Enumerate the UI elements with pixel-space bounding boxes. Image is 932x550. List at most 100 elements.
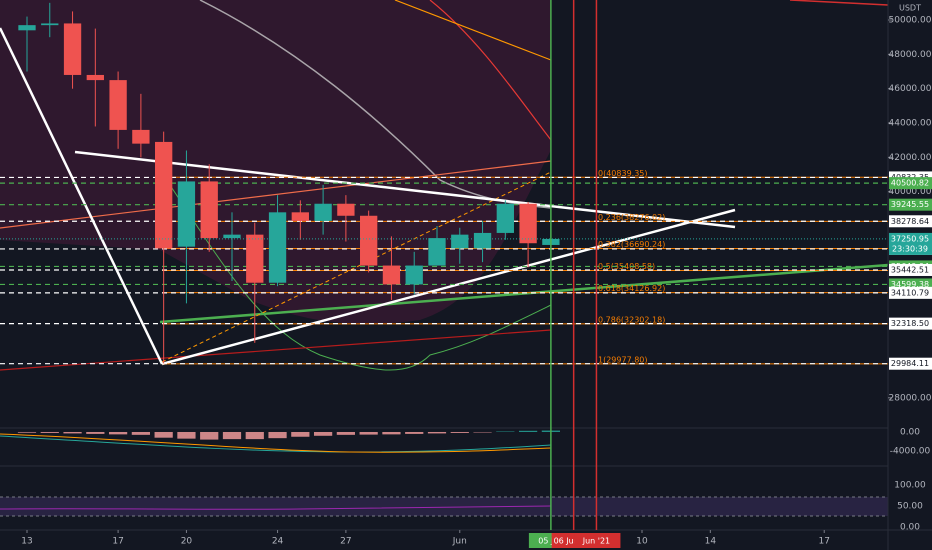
candle-body [405,265,423,285]
date-marker-box [574,533,621,548]
candle-body [382,265,401,285]
rsi-tick-label: 0.00 [900,522,920,532]
macd-bar [313,431,333,436]
price-box-label: 29984.11 [891,359,929,368]
macd-bar [131,431,150,435]
price-box-label: 34110.79 [891,288,929,297]
price-box-label: 32318.50 [891,319,929,328]
macd-bar [518,430,538,432]
macd-tick-label: -4000.00 [890,446,931,456]
macd-bar [382,431,401,435]
x-tick-label: 17 [112,537,123,547]
price-box-label: 40500.82 [891,179,929,188]
date-marker-label: 05 Jun [538,537,563,546]
macd-bar [177,431,196,439]
candle-body [428,238,446,266]
macd-bar [17,431,37,433]
price-box [889,177,932,190]
signal-line [0,433,552,453]
x-tick-label: 27 [340,537,351,547]
macd-bar [222,431,242,440]
x-tick-label: 14 [705,537,717,547]
candle-body [337,203,355,216]
y-tick-label: 28000.00 [889,393,932,403]
trend-line [789,0,889,6]
date-marker-label: Jun '21 [582,537,610,546]
candle-body [41,23,59,26]
candle-body [519,203,537,244]
trend-line [159,263,889,324]
macd-bar [291,431,310,437]
candle-body [473,232,492,249]
last-price-label: 37250.95 [891,234,929,243]
price-box [889,286,932,299]
macd-bar [405,431,424,434]
candle-body [291,212,309,221]
candle-body [132,129,150,144]
y-tick-label: 50000.00 [889,16,932,26]
price-box-label: 39245.55 [891,200,929,209]
trend-line [0,27,164,365]
x-tick-label: Jun [452,537,467,547]
countdown-label: 23:30:39 [892,244,928,253]
price-box-label: 35442.51 [891,265,929,274]
date-marker-label: 06 Jun '21 [554,537,594,546]
macd-bar [359,431,378,435]
last-price-box [889,232,932,255]
fib-label: 0.786(32302.18) [598,315,665,324]
fib-label: 0(40839.35) [598,169,648,178]
price-box-label: 38278.64 [891,217,929,226]
candle-body [360,215,378,266]
band-upper [429,0,552,141]
candle-body [63,23,82,75]
macd-bar [86,431,105,434]
rsi-tick-label: 50.00 [897,501,923,511]
price-box [889,198,932,211]
fib-label: 0.382(36690.24) [598,240,665,249]
price-box [889,317,932,330]
trend-line [394,0,552,61]
candle-body [18,25,36,31]
trend-line [74,150,736,229]
candle-body [268,212,287,283]
price-box [889,357,932,370]
candle-body [86,74,104,81]
candle-body [223,234,241,239]
candle-body [200,181,218,239]
y-tick-label: 40000.00 [889,187,932,197]
macd-bar [154,431,173,438]
candle-body [451,234,469,249]
trend-line [161,171,552,363]
macd-bar [108,431,128,435]
price-box-label: 34599.38 [891,280,929,289]
rsi-tick-label: 100.00 [894,480,926,490]
candle-body [177,181,196,247]
y-tick-label: 42000.00 [889,153,932,163]
candle-body [109,80,127,130]
rsi-line [0,505,552,510]
macd-bar [450,431,469,433]
macd-bar [336,431,355,435]
candle-body [496,203,514,233]
x-tick-label: 10 [636,537,648,547]
x-tick-label: 20 [181,537,193,547]
x-tick-label: 13 [21,537,32,547]
macd-bar [268,431,287,439]
macd-bar [427,431,447,434]
trend-line [161,208,736,366]
x-tick-label: 24 [272,537,284,547]
price-box [889,263,932,276]
fib-label: 0.618(34126.92) [598,284,665,293]
currency-label: USDT [899,4,921,13]
macd-tick-label: 0.00 [900,427,920,437]
macd-bar [63,431,82,434]
price-box [889,215,932,228]
candle-body [155,141,173,249]
candle-body [314,203,332,221]
y-tick-label: 46000.00 [889,84,932,94]
macd-bar [40,431,59,433]
candle-body [246,234,264,283]
